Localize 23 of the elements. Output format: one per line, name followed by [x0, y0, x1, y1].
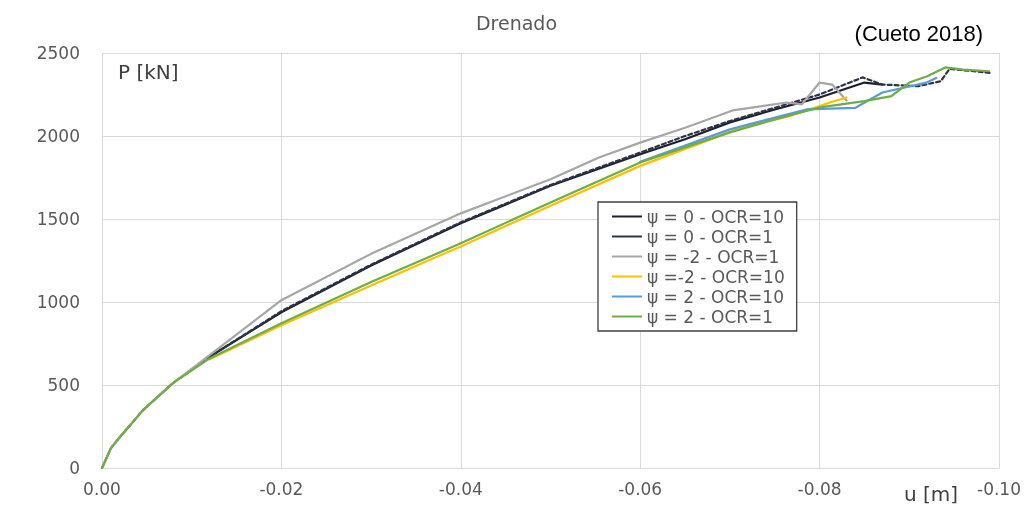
y-tick-label: 2000: [36, 126, 80, 146]
y-tick-label: 1500: [36, 209, 80, 229]
legend-label: ψ = 2 - OCR=10: [647, 286, 784, 307]
x-tick-label: -0.06: [618, 478, 663, 499]
text: (Cueto 2018): [854, 20, 984, 46]
y-tick-label: 500: [47, 375, 80, 395]
legend-label: ψ =-2 - OCR=10: [647, 266, 785, 287]
y-tick-label: 1000: [36, 292, 80, 312]
y-tick-label: 2500: [36, 43, 80, 63]
x-tick-label: -0.04: [438, 478, 483, 499]
y-axis-title: P [kN]: [118, 60, 179, 84]
line-series: [639, 76, 938, 163]
x-axis-title: u [m]: [904, 482, 959, 506]
x-tick-label: -0.10: [977, 478, 1021, 499]
legend-label: ψ = 0 - OCR=10: [647, 206, 784, 227]
legend-label: ψ = 2 - OCR=1: [647, 306, 774, 327]
y-tick-label: 0: [69, 458, 80, 478]
chart-title: Drenado: [475, 11, 558, 34]
legend-label: ψ = -2 - OCR=1: [647, 246, 780, 267]
x-tick-label: -0.08: [797, 478, 842, 499]
x-tick-label: 0.00: [83, 478, 121, 499]
x-tick-label: -0.02: [259, 478, 304, 499]
legend-label: ψ = 0 - OCR=1: [647, 226, 774, 247]
